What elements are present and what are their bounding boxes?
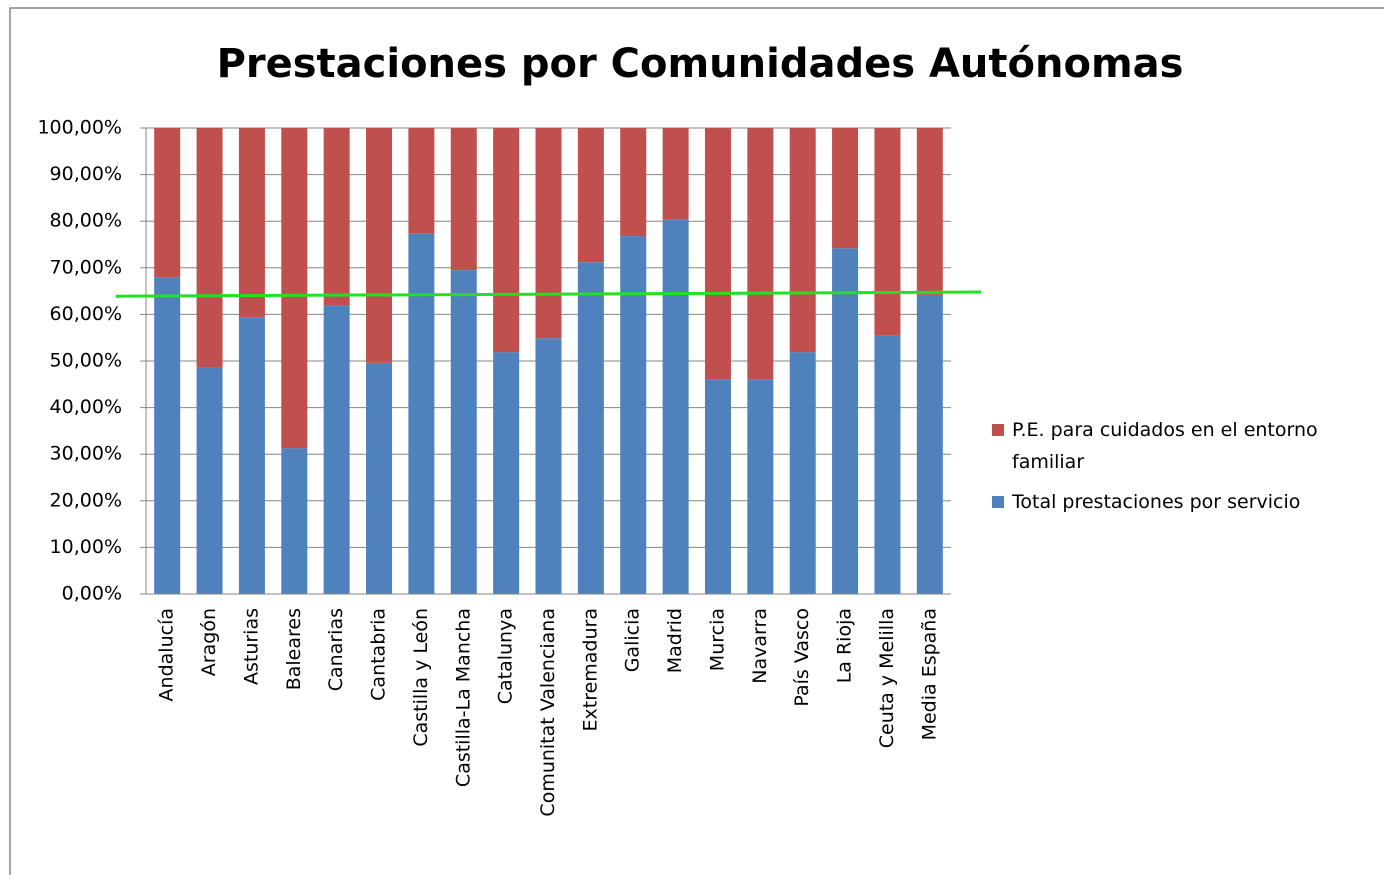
bar-segment (789, 128, 816, 353)
x-tick-label: Aragón (198, 608, 220, 676)
bar-segment (408, 128, 435, 234)
y-tick-label: 40,00% (50, 396, 122, 418)
y-tick-label: 50,00% (50, 350, 122, 372)
bar-segment (450, 128, 477, 271)
reference-line (115, 290, 982, 298)
x-tick-label: Extremadura (579, 608, 601, 732)
x-tick-label: Castilla-La Mancha (452, 608, 474, 787)
legend-label: Total prestaciones por servicio (1012, 491, 1301, 513)
x-tick-label: Catalunya (495, 608, 517, 704)
bar-segment (408, 233, 435, 595)
y-tick-label: 100,00% (37, 117, 122, 139)
bar-segment (874, 128, 901, 336)
x-tick-label: Murcia (706, 608, 728, 671)
x-tick-label: La Rioja (834, 608, 856, 683)
y-tick-label: 80,00% (50, 210, 122, 232)
bar-segment (238, 317, 265, 594)
bar-segment (323, 128, 350, 306)
y-tick-label: 20,00% (50, 489, 122, 511)
bar-segment (747, 128, 774, 380)
bar-segment (281, 128, 308, 449)
y-tick-label: 60,00% (50, 303, 122, 325)
legend-swatch (992, 496, 1004, 508)
bar-segment (450, 270, 477, 594)
x-tick-label: Comunitat Valenciana (537, 608, 559, 817)
x-tick-label: Andalucía (156, 608, 178, 701)
x-tick-label: Castilla y León (410, 608, 432, 747)
x-tick-label: Baleares (283, 608, 305, 690)
bar-segment (789, 352, 816, 594)
bar-segment (196, 128, 223, 368)
bar-segment (366, 362, 393, 594)
legend-item: Total prestaciones por servicio (992, 486, 1372, 518)
bar-segment (874, 335, 901, 594)
bar-segment (916, 128, 943, 295)
x-tick-label: Media España (918, 608, 940, 740)
bar-segment (704, 379, 731, 594)
bar-segment (154, 128, 181, 278)
bar-segment (704, 128, 731, 380)
bar-segment (662, 128, 689, 220)
x-tick-label: Cantabria (368, 608, 390, 701)
bar-segment (238, 128, 265, 318)
bar-segment (620, 236, 647, 594)
bar-segment (493, 352, 520, 594)
bar-segment (154, 277, 181, 594)
bar-segment (535, 128, 562, 339)
x-tick-label: Canarias (325, 608, 347, 691)
bar-segment (366, 128, 393, 363)
x-tick-label: Ceuta y Melilla (876, 608, 898, 748)
y-tick-label: 90,00% (50, 163, 122, 185)
y-tick-label: 0,00% (62, 583, 122, 605)
bar-segment (832, 248, 859, 594)
bar-segment (535, 338, 562, 594)
bar-segment (196, 367, 223, 594)
y-tick-label: 30,00% (50, 443, 122, 465)
chart-title: Prestaciones por Comunidades Autónomas (217, 41, 1184, 87)
legend-item: P.E. para cuidados en el entorno familia… (992, 414, 1372, 478)
bar-segment (323, 305, 350, 594)
bar-segment (916, 294, 943, 594)
bar-segment (747, 379, 774, 594)
y-tick-label: 70,00% (50, 256, 122, 278)
bar-segment (662, 219, 689, 594)
y-tick-label: 10,00% (50, 536, 122, 558)
x-tick-label: Galicia (622, 608, 644, 672)
legend: P.E. para cuidados en el entorno familia… (992, 414, 1372, 526)
bar-segment (493, 128, 520, 353)
x-tick-label: Madrid (664, 608, 686, 673)
bar-segment (577, 262, 604, 594)
x-tick-label: Asturias (240, 608, 262, 685)
bar-segment (620, 128, 647, 237)
legend-label: P.E. para cuidados en el entorno familia… (1012, 419, 1318, 473)
x-tick-label: País Vasco (791, 608, 813, 707)
x-tick-label: Navarra (749, 608, 771, 684)
bar-segment (281, 448, 308, 594)
legend-swatch (992, 424, 1004, 436)
bar-segment (832, 128, 859, 249)
bar-segment (577, 128, 604, 263)
